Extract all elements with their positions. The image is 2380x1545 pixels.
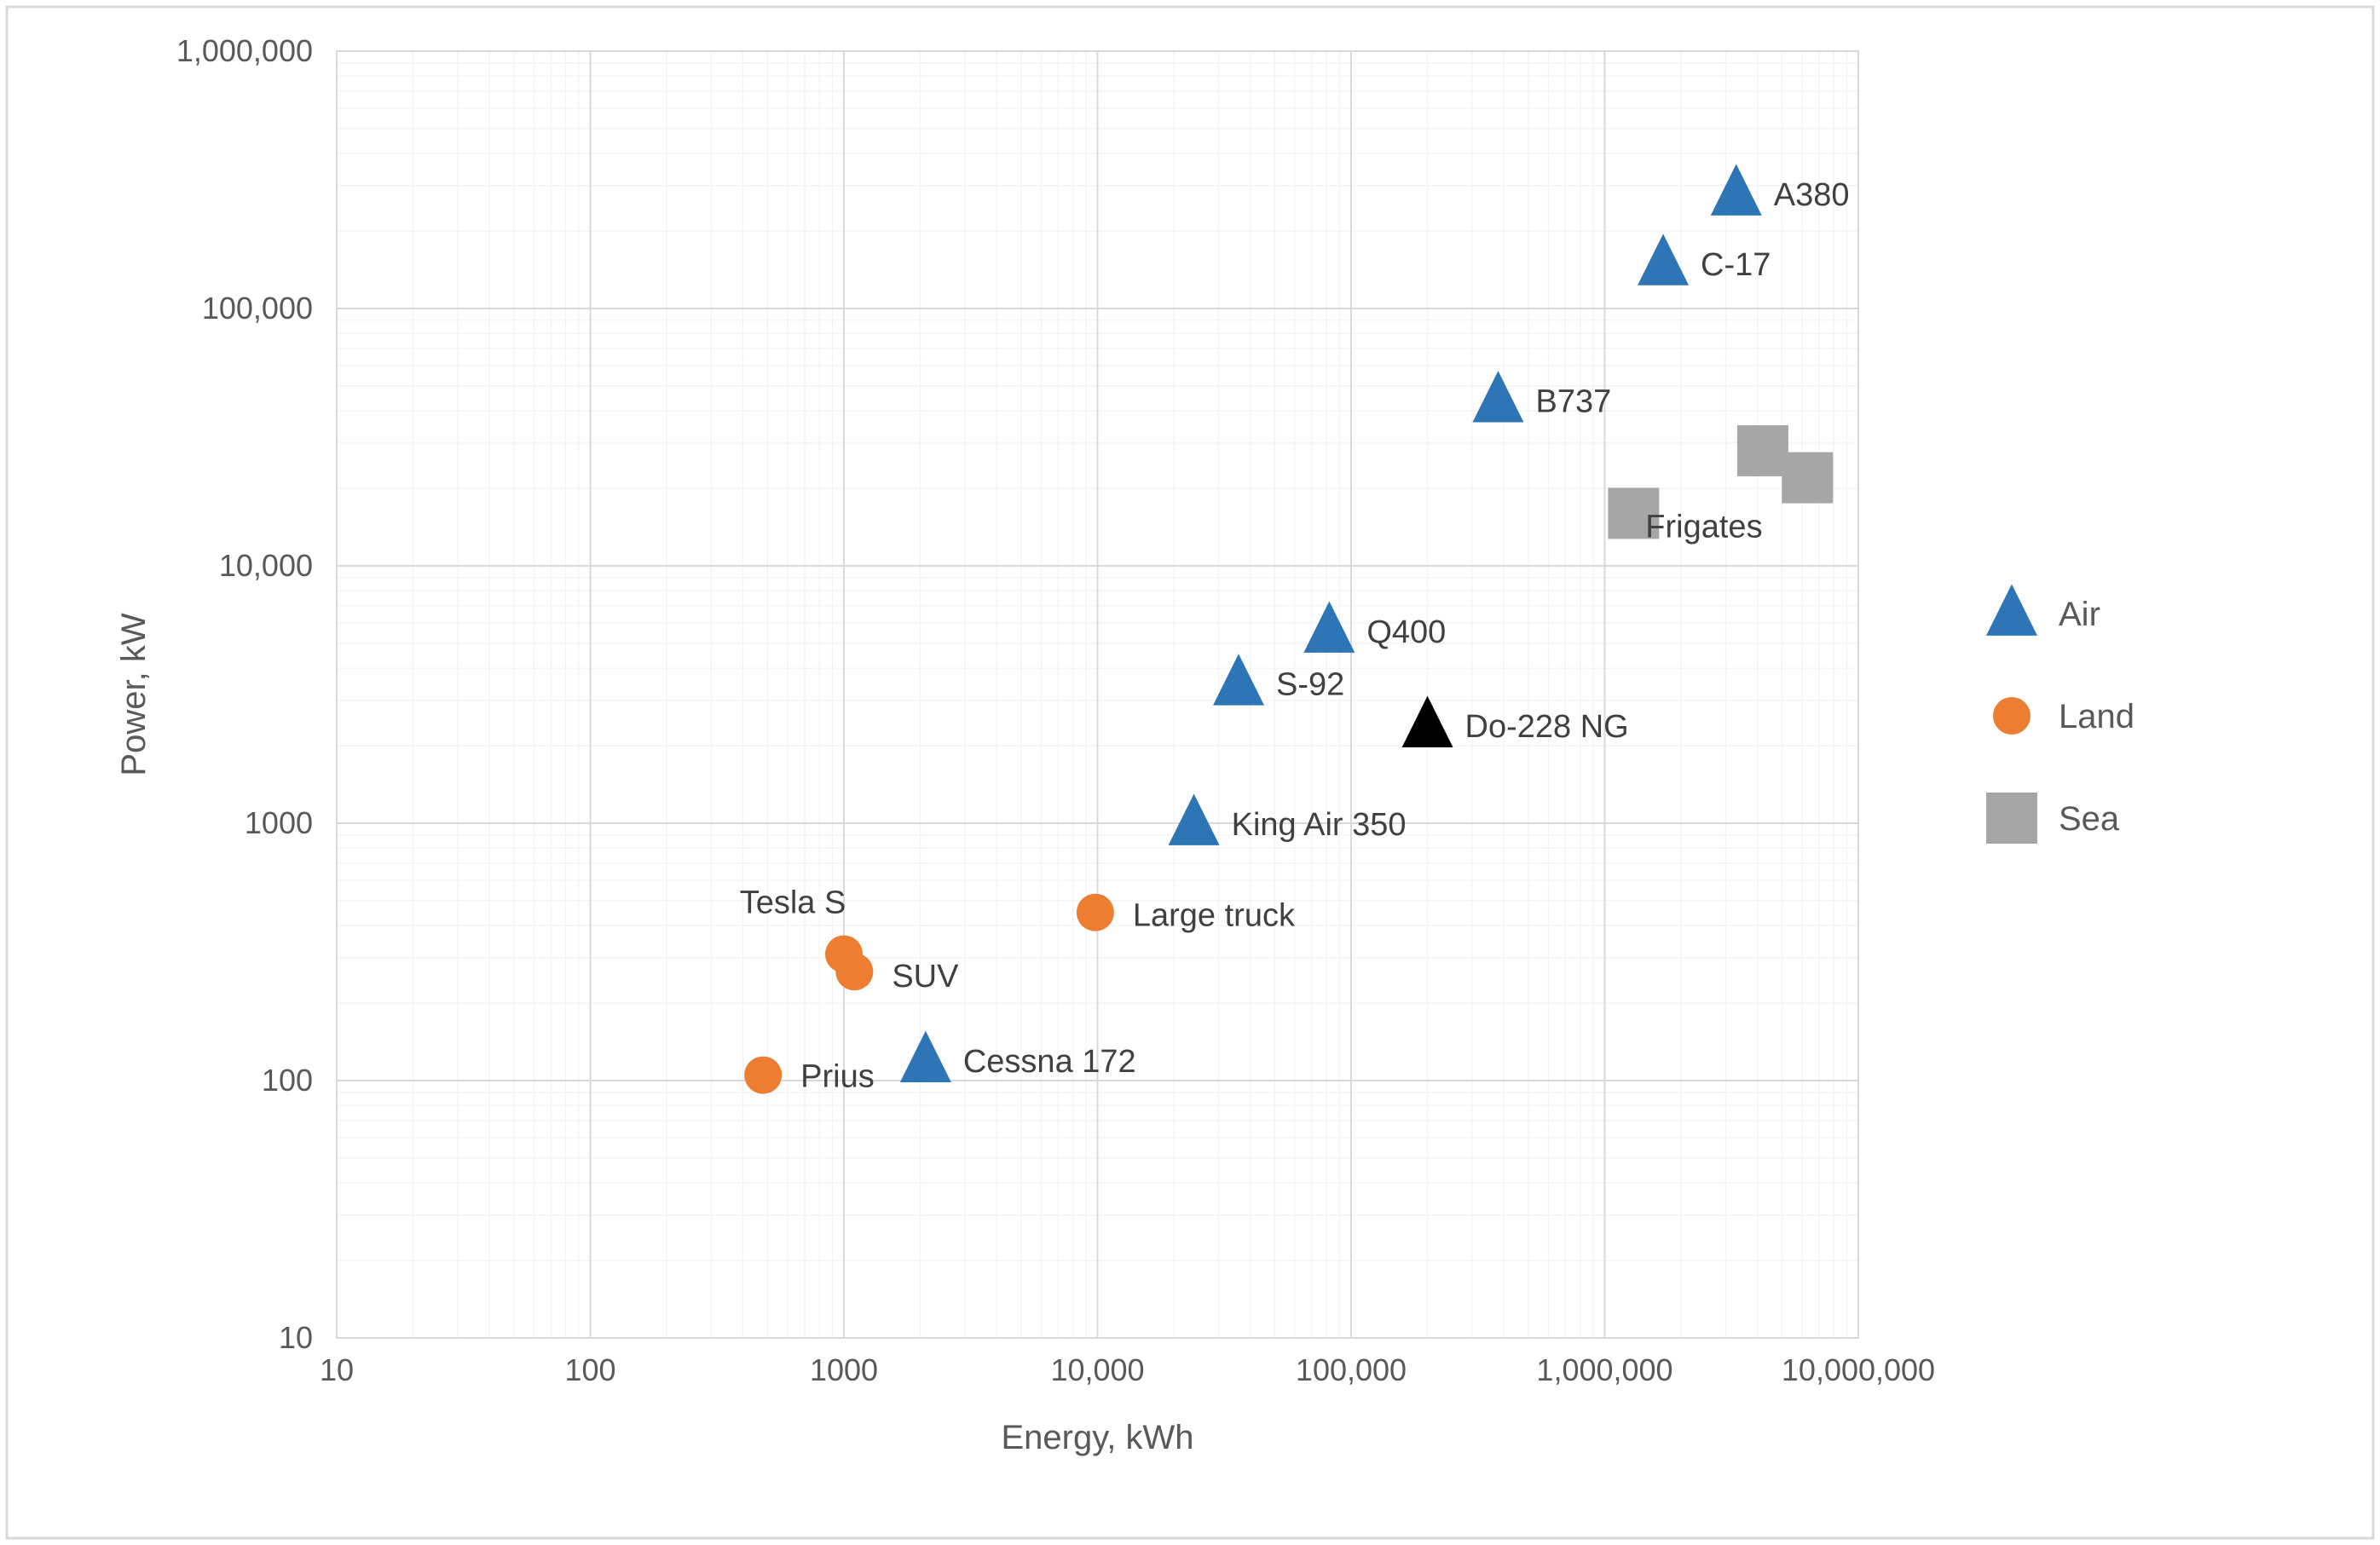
legend-label: Land	[2059, 698, 2134, 735]
data-point-label: Tesla S	[740, 885, 846, 921]
data-point-label: Q400	[1366, 614, 1446, 650]
data-point-label: B737	[1535, 384, 1611, 420]
x-tick-label: 100,000	[1296, 1352, 1407, 1387]
data-point-label: Do-228 NG	[1465, 709, 1629, 745]
data-point-label: A380	[1774, 177, 1850, 213]
x-tick-label: 100	[564, 1352, 615, 1387]
data-point-label: King Air 350	[1232, 807, 1407, 843]
axis-ticks: 10 100 1000 10,000 100,000 1,000,000 10,000,00…	[176, 33, 1935, 1387]
legend: Air Land Sea	[1986, 585, 2134, 845]
data-point: S-92	[1213, 654, 1344, 705]
data-point: King Air 350	[1169, 794, 1407, 845]
y-tick-label: 100	[262, 1063, 313, 1098]
legend-item: Sea	[1986, 793, 2120, 844]
chart-container: 10 100 1000 10,000 100,000 1,000,000 10,000,00…	[0, 0, 2380, 1545]
data-point-label: Cessna 172	[963, 1044, 1136, 1080]
data-point-label: C-17	[1701, 247, 1771, 283]
data-point: A380	[1711, 164, 1850, 215]
x-tick-label: 10	[320, 1352, 354, 1387]
data-point: Large truck	[1077, 894, 1296, 934]
y-tick-label: 10,000	[219, 548, 313, 583]
data-point: Q400	[1303, 602, 1446, 653]
y-axis-label: Power, kW	[115, 613, 153, 775]
data-point: SUV	[835, 953, 959, 994]
data-point	[1737, 425, 1788, 476]
data-point-label: Large truck	[1133, 898, 1296, 934]
legend-item: Air	[1986, 585, 2100, 636]
legend-label: Air	[2059, 596, 2100, 633]
x-tick-label: 1000	[810, 1352, 878, 1387]
data-point-label: Frigates	[1645, 510, 1762, 545]
y-tick-label: 100,000	[202, 291, 313, 326]
x-tick-label: 10,000	[1050, 1352, 1144, 1387]
y-tick-label: 10	[279, 1320, 313, 1355]
data-point-label: SUV	[892, 959, 959, 994]
grid	[337, 51, 1858, 1338]
legend-item: Land	[1993, 697, 2134, 735]
data-point: Do-228 NG	[1402, 696, 1629, 747]
data-point-label: Prius	[800, 1059, 875, 1095]
x-tick-label: 10,000,000	[1782, 1352, 1935, 1387]
data-point-label: S-92	[1276, 667, 1344, 703]
y-tick-label: 1000	[245, 805, 313, 840]
y-tick-label: 1,000,000	[176, 33, 313, 68]
x-axis-label: Energy, kWh	[1002, 1419, 1194, 1456]
data-point: C-17	[1638, 233, 1771, 285]
legend-label: Sea	[2059, 800, 2120, 838]
data-point: B737	[1472, 371, 1611, 422]
data-point: Prius	[744, 1057, 875, 1095]
x-tick-label: 1,000,000	[1536, 1352, 1672, 1387]
data-point: Cessna 172	[900, 1031, 1136, 1082]
